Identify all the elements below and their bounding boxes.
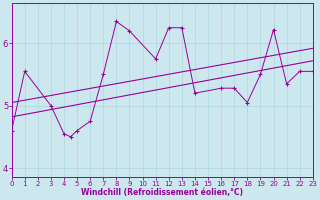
X-axis label: Windchill (Refroidissement éolien,°C): Windchill (Refroidissement éolien,°C): [81, 188, 243, 197]
